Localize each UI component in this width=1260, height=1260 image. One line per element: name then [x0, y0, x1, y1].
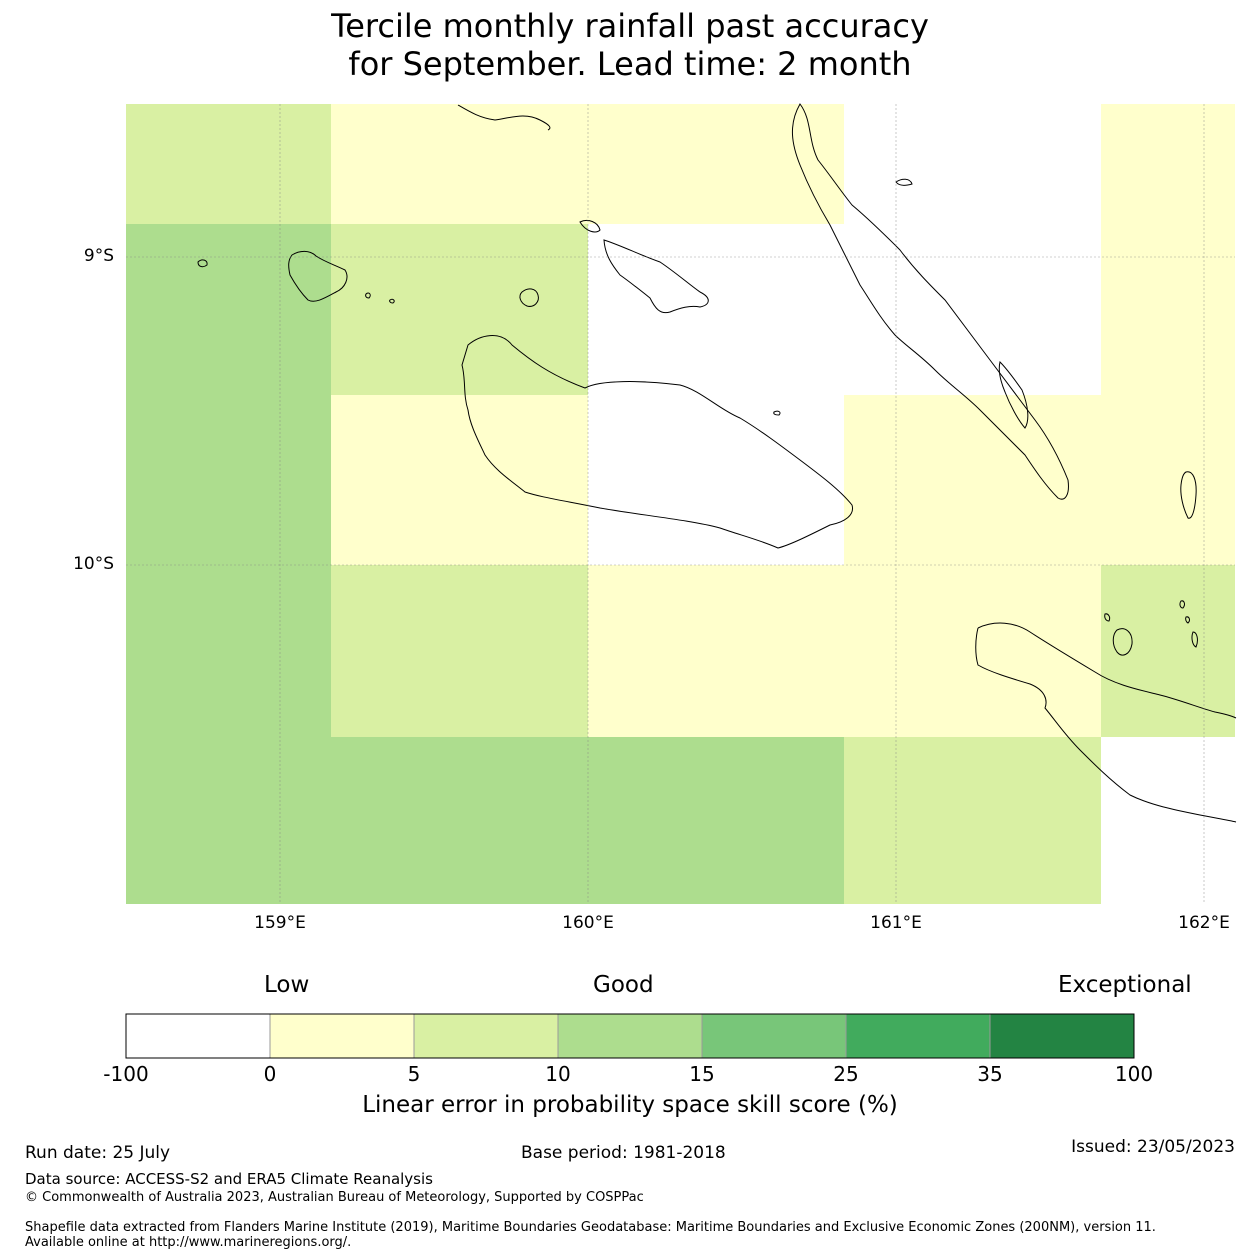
skill-grid — [126, 104, 1235, 904]
lat-label-10s: 10°S — [73, 554, 114, 574]
skill-cell — [588, 737, 844, 904]
islet-d — [389, 298, 395, 304]
colorbar-tick: 15 — [689, 1062, 715, 1086]
lon-label-159e: 159°E — [254, 913, 306, 933]
island-southeast-lower — [975, 627, 1237, 823]
skill-cell — [126, 104, 331, 224]
islet-i — [1112, 628, 1133, 656]
lon-label-162e: 162°E — [1178, 913, 1230, 933]
colorbar-tick: 0 — [263, 1062, 277, 1086]
skill-cell — [1101, 737, 1235, 904]
graticule — [126, 104, 1235, 904]
colorbar-swatch — [846, 1014, 990, 1058]
colorbar-swatch — [702, 1014, 846, 1058]
islet-g — [895, 178, 913, 186]
category-good: Good — [593, 972, 654, 998]
islet-h — [1180, 471, 1197, 519]
islet-l — [1191, 631, 1198, 648]
island-east-long — [791, 103, 1069, 500]
colorbar-swatch — [126, 1014, 270, 1058]
skill-cell — [331, 737, 588, 904]
skill-cell — [126, 565, 331, 737]
skill-cell — [588, 565, 844, 737]
title-line-2: for September. Lead time: 2 month — [348, 45, 912, 83]
colorbar-title: Linear error in probability space skill … — [362, 1092, 898, 1118]
skill-cell — [331, 104, 588, 224]
skill-cell — [331, 395, 588, 565]
lon-label-160e: 160°E — [562, 913, 614, 933]
colorbar-swatch — [990, 1014, 1134, 1058]
islet-c — [197, 259, 208, 268]
coastline — [197, 103, 1237, 823]
shapefile-credit: Shapefile data extracted from Flanders M… — [25, 1220, 1156, 1250]
skill-cell — [588, 104, 844, 224]
skill-cell — [844, 737, 1101, 904]
colorbar-tick: 25 — [833, 1062, 859, 1086]
data-source: Data source: ACCESS-S2 and ERA5 Climate … — [25, 1170, 433, 1188]
skill-cell — [1101, 395, 1235, 565]
islet-a — [519, 288, 539, 307]
island-west-cluster — [288, 250, 348, 302]
category-exceptional: Exceptional — [1058, 972, 1192, 998]
colorbar-tick: 35 — [977, 1062, 1003, 1086]
islet-f — [773, 410, 781, 416]
skill-cell — [126, 224, 331, 395]
colorbar-tick: 5 — [407, 1062, 421, 1086]
skill-cell — [588, 224, 844, 395]
island-east-small — [998, 361, 1029, 429]
skill-cell — [588, 395, 844, 565]
skill-cell — [1101, 104, 1235, 224]
skill-cell — [331, 224, 588, 395]
colorbar-swatch — [270, 1014, 414, 1058]
island-southeast — [977, 622, 1237, 719]
skill-cell — [844, 395, 1101, 565]
title-line-1: Tercile monthly rainfall past accuracy — [331, 7, 929, 45]
colorbar-swatch — [414, 1014, 558, 1058]
run-date: Run date: 25 July — [25, 1143, 171, 1163]
skill-cell — [1101, 565, 1235, 737]
colorbar-border — [125, 1013, 1135, 1059]
skill-cell — [1101, 224, 1235, 395]
skill-cell — [126, 737, 331, 904]
colorbar-swatch — [558, 1014, 702, 1058]
island-north-cluster — [603, 239, 709, 314]
colorbar-tick: -100 — [103, 1062, 149, 1086]
colorbar-tick: 10 — [545, 1062, 571, 1086]
islet-k — [1179, 600, 1185, 609]
skill-cell — [844, 104, 1101, 224]
skill-cell — [844, 565, 1101, 737]
colorbar-tick: 100 — [1114, 1062, 1154, 1086]
lat-label-9s: 9°S — [83, 246, 114, 266]
islet-j — [1104, 613, 1111, 622]
skill-cell — [844, 224, 1101, 395]
base-period: Base period: 1981-2018 — [521, 1143, 726, 1163]
colorbar — [125, 1013, 1135, 1059]
issued-date: Issued: 23/05/2023 — [1071, 1137, 1235, 1157]
lon-label-161e: 161°E — [870, 913, 922, 933]
copyright: © Commonwealth of Australia 2023, Austra… — [25, 1190, 644, 1205]
islet-m — [1185, 616, 1190, 624]
skill-cell — [126, 395, 331, 565]
skill-cell — [331, 565, 588, 737]
island-central — [461, 335, 854, 549]
category-low: Low — [264, 972, 310, 998]
islet-e — [365, 292, 371, 299]
islet-b — [579, 219, 601, 233]
island-north-top — [457, 104, 551, 131]
